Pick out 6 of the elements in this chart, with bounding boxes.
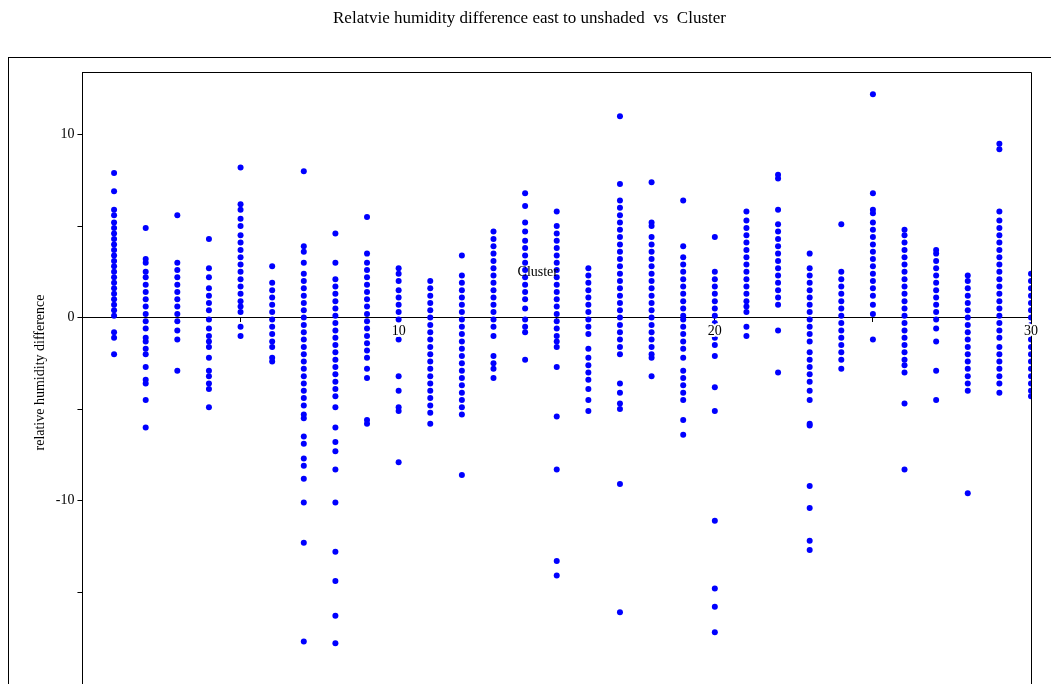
y-tick-label: -10 <box>55 492 75 508</box>
chart-title: Relatvie humidity difference east to unshaded vs Cluster <box>333 7 727 27</box>
y-tick-label: 10 <box>60 126 75 142</box>
y-tick-label: 0 <box>67 309 75 325</box>
x-axis-title: Cluster <box>517 264 559 280</box>
y-axis-title: relative humidity difference <box>32 294 48 451</box>
